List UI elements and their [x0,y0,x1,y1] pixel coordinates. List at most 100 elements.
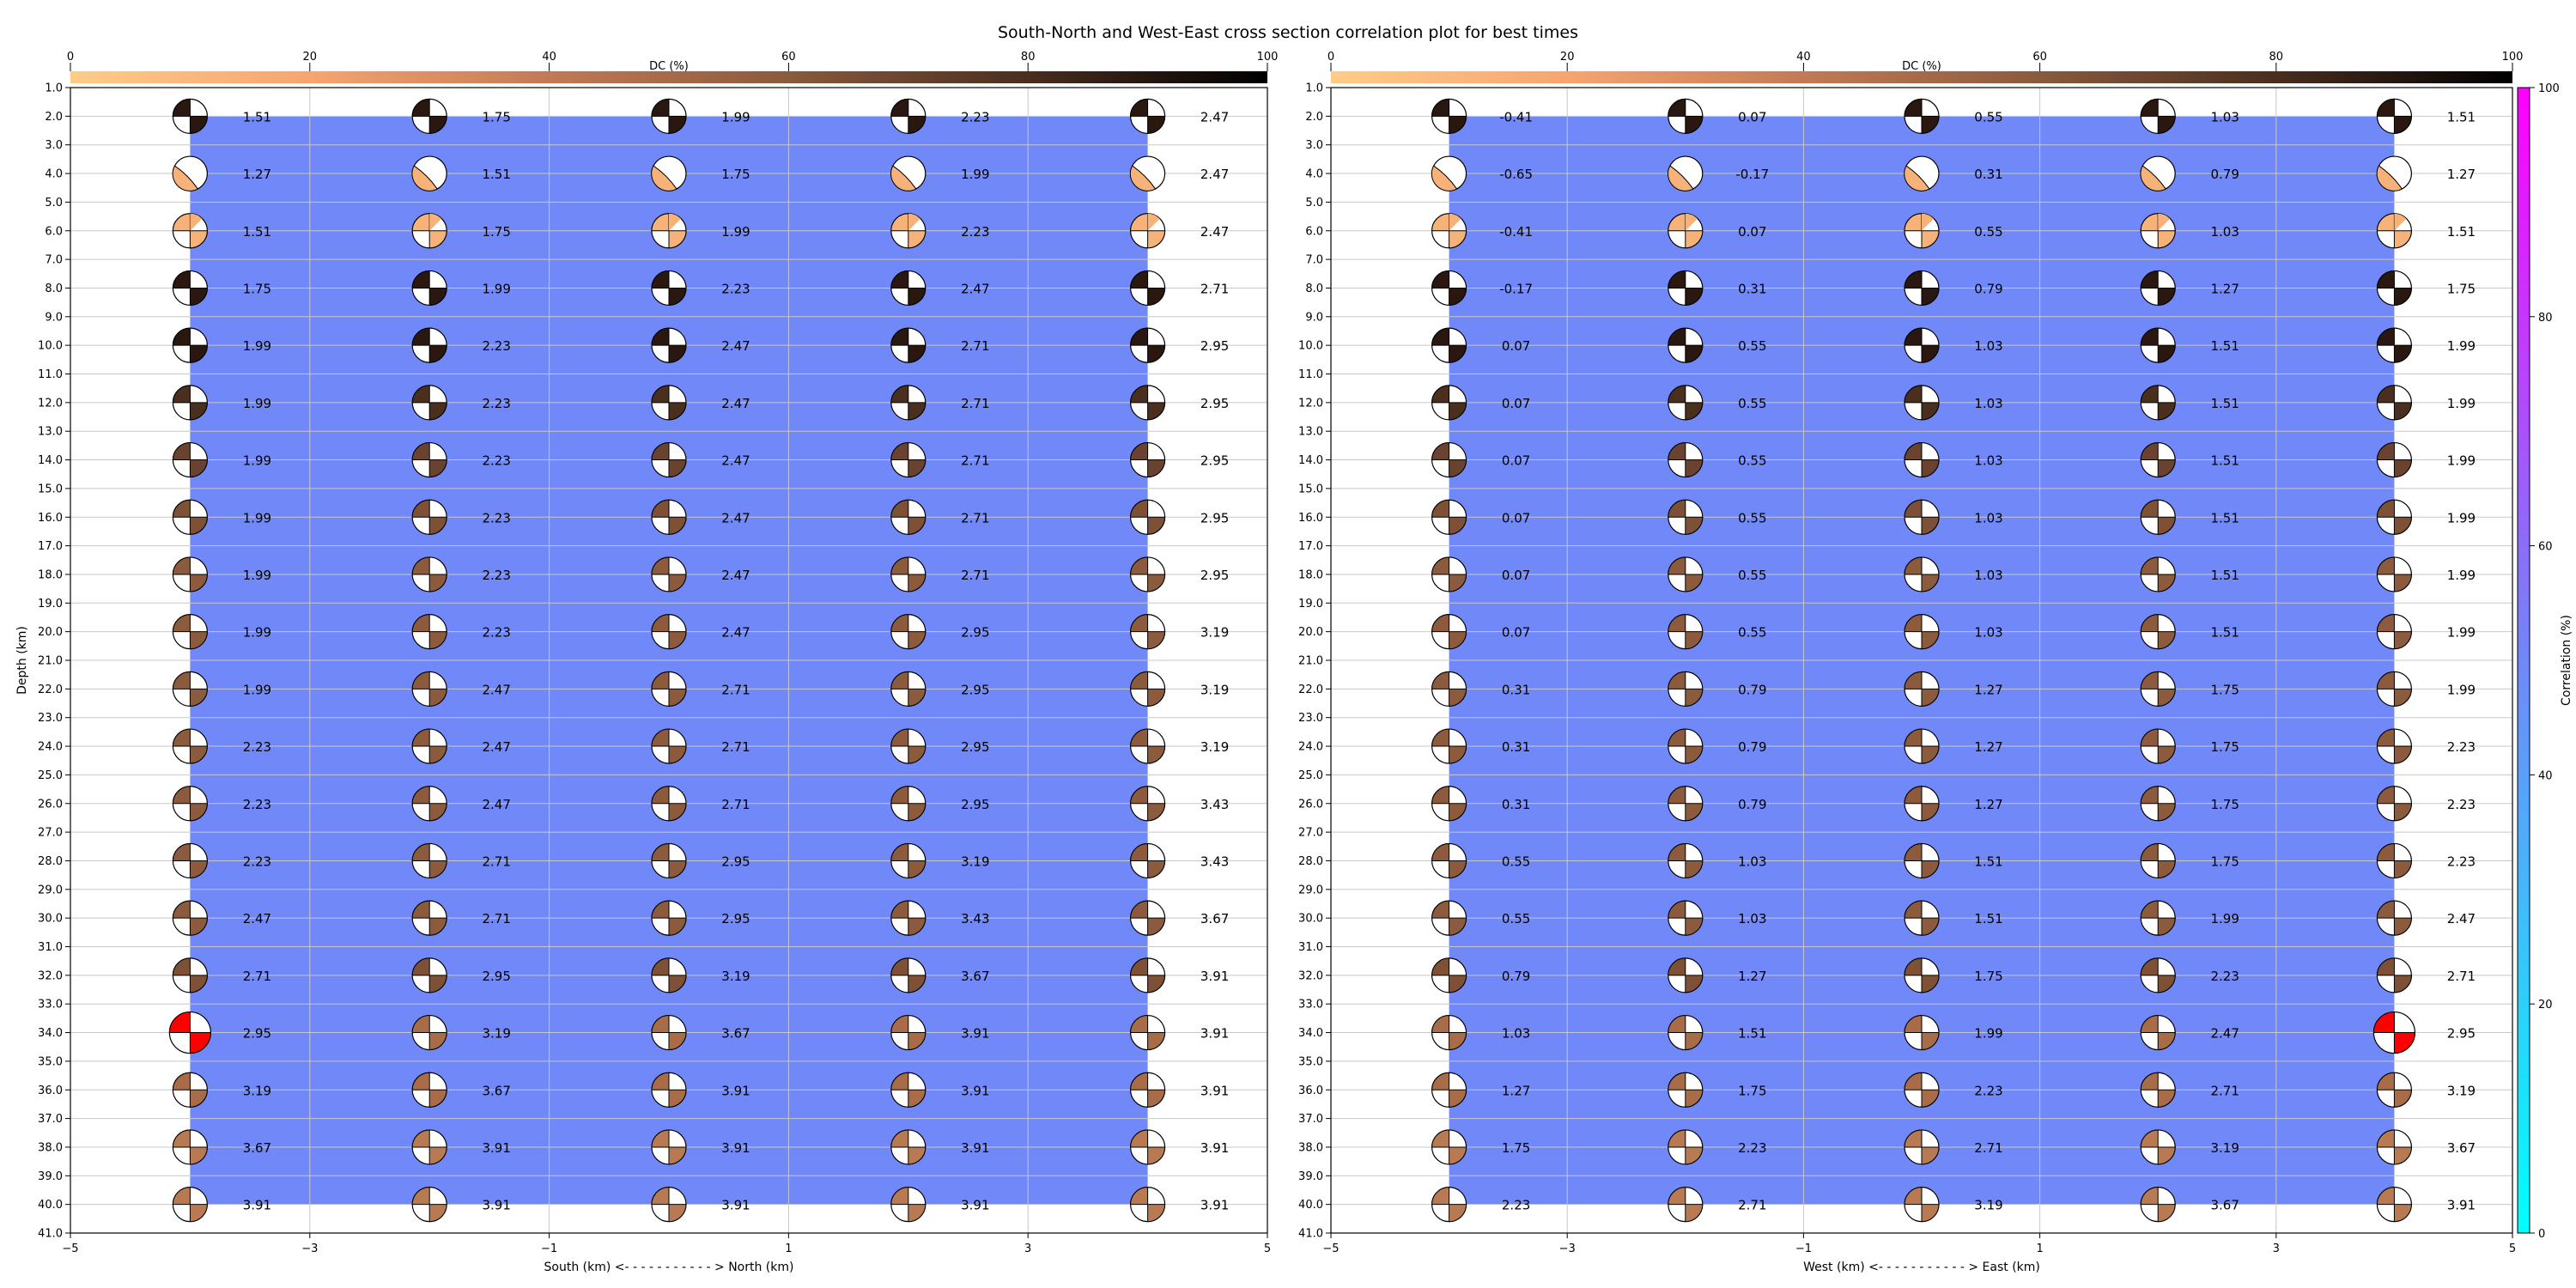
dc-colorbar-left: DC (%) 0 20 40 60 80 100 [67,51,1278,83]
beachball-sn-3-2-quadrant-2 [668,287,687,306]
beachball-sn-8-4-quadrant-1 [1130,556,1149,575]
ytick-label-we-1: 2.0 [1305,111,1323,124]
beachball-sn-5-0 [172,385,208,421]
value-label-we-14-1: 1.03 [1738,911,1766,927]
beachball-sn-10-0-quadrant-1 [172,671,191,690]
beachball-we-11-3-quadrant-2 [2157,745,2176,764]
beachball-we-1-0-quadrant-1 [1431,165,1458,191]
beachball-we-3-0 [1431,270,1467,307]
beachball-sn-6-0-quadrant-2 [189,459,208,478]
value-label-sn-18-4: 3.91 [1200,1140,1229,1156]
ytick-label-we-36: 37.0 [1298,1113,1323,1126]
value-label-we-1-0: -0.65 [1499,167,1533,182]
value-label-we-11-0: 0.31 [1502,739,1530,755]
beachball-sn-0-3-quadrant-2 [908,115,927,134]
value-label-sn-16-2: 3.67 [721,1026,750,1042]
beachball-we-8-4 [2376,556,2412,592]
value-label-sn-6-4: 2.95 [1200,453,1229,469]
beachball-we-1-2 [1904,155,1940,191]
dc-tick-label-right-2: 40 [1796,51,1811,64]
beachball-we-2-2-quadrant-3 [1922,213,1934,231]
beachball-we-13-2-quadrant-1 [1904,842,1923,861]
beachball-sn-7-1-quadrant-2 [428,516,447,535]
value-label-sn-6-3: 2.71 [961,453,989,469]
panel-west-east: −5 −3 −1 1 3 5 1.0 2.0 3.0 4.0 5.0 6.0 7.0 8.0 9.0 10.0… [1298,82,2516,1275]
ytick-label-sn-33: 34.0 [38,1027,63,1040]
value-label-sn-17-3: 3.91 [961,1083,989,1098]
value-label-sn-12-1: 2.47 [482,797,510,812]
dc-tick-label-left-1: 20 [303,51,318,64]
beachball-we-4-4-quadrant-1 [2376,327,2395,346]
beachball-sn-0-2-quadrant-2 [668,115,687,134]
beachball-we-18-2-quadrant-2 [1921,1146,1940,1165]
value-label-sn-15-2: 3.19 [721,969,750,984]
beachball-sn-2-0-quadrant-1 [172,213,191,232]
beachball-we-10-1-quadrant-1 [1668,671,1686,690]
beachball-sn-7-0-quadrant-1 [172,499,191,518]
beachball-we-17-4-quadrant-2 [2393,1089,2412,1108]
beachball-sn-3-1 [411,270,447,307]
beachball-sn-3-2-quadrant-1 [651,270,670,289]
value-label-sn-7-3: 2.71 [961,510,989,526]
ytick-label-sn-22: 23.0 [38,712,63,725]
beachball-we-2-1-quadrant-2 [1685,230,1704,249]
beachball-sn-17-2-quadrant-2 [668,1089,687,1108]
beachball-sn-2-1-quadrant-3 [429,213,442,231]
ytick-label-we-16: 17.0 [1298,540,1323,553]
gridlines-sn [70,87,1268,1234]
ytick-label-sn-15: 16.0 [38,512,63,525]
beachball-we-14-2 [1904,900,1940,936]
beachball-we-9-3-quadrant-1 [2140,614,2159,633]
beachball-sn-5-0-quadrant-2 [189,402,208,421]
beachball-sn-8-2 [651,556,687,592]
ytick-label-sn-12: 13.0 [38,426,63,439]
beachball-we-2-4-quadrant-1 [2376,213,2395,232]
beachball-we-19-2 [1904,1187,1940,1223]
beachball-we-15-0 [1431,957,1467,993]
beachball-sn-3-2 [651,270,687,307]
beachball-we-19-2-quadrant-2 [1921,1204,1940,1223]
beachball-we-10-3-quadrant-2 [2157,688,2176,707]
beachball-sn-6-2-quadrant-2 [668,459,687,478]
value-label-we-19-1: 2.71 [1738,1198,1766,1213]
beachball-sn-6-1-quadrant-1 [411,442,430,461]
beachball-sn-3-0-quadrant-2 [189,287,208,306]
beachball-we-18-0 [1431,1129,1467,1165]
value-label-sn-4-4: 2.95 [1200,338,1229,354]
beachball-we-15-1 [1668,957,1704,993]
value-label-sn-13-4: 3.43 [1200,854,1229,869]
ytick-label-sn-5: 6.0 [45,225,63,238]
beachball-we-5-0 [1431,385,1467,421]
beachball-sn-8-0-quadrant-2 [189,574,208,592]
beachball-sn-13-4-quadrant-1 [1130,842,1149,861]
value-label-sn-2-3: 2.23 [961,224,989,240]
beachball-we-14-2-quadrant-1 [1904,900,1923,919]
beachball-we-14-1-quadrant-2 [1685,917,1704,936]
beachball-we-4-0-quadrant-1 [1431,327,1450,346]
value-label-sn-7-1: 2.23 [482,510,510,526]
beachball-sn-12-0-quadrant-2 [189,803,208,822]
ytick-label-sn-2: 3.0 [45,139,63,152]
beachball-sn-18-3 [890,1129,927,1165]
beachball-sn-9-3-quadrant-1 [890,614,909,633]
value-label-we-15-2: 1.75 [1974,969,2002,984]
beachball-we-19-3-quadrant-1 [2140,1187,2159,1206]
beachball-we-16-1-quadrant-2 [1685,1032,1704,1051]
beachball-sn-6-1 [411,441,447,478]
value-label-we-17-3: 2.71 [2210,1083,2239,1098]
value-label-we-6-3: 1.51 [2210,453,2239,469]
beachball-sn-18-2 [651,1129,687,1165]
value-label-sn-2-0: 1.51 [243,224,271,240]
beachball-we-12-4-quadrant-1 [2376,786,2395,805]
beachball-we-10-0-quadrant-1 [1431,671,1450,690]
value-label-sn-3-3: 2.47 [961,281,989,296]
value-label-sn-6-0: 1.99 [243,453,271,469]
beachball-we-18-1-quadrant-1 [1668,1129,1686,1148]
beachball-sn-11-1 [411,728,447,764]
beachball-sn-11-4-quadrant-2 [1147,745,1166,764]
beachball-sn-5-4-quadrant-1 [1130,385,1149,404]
value-label-sn-16-4: 3.91 [1200,1026,1229,1042]
value-label-we-2-2: 0.55 [1974,224,2002,240]
beachball-sn-4-4-quadrant-2 [1147,344,1166,363]
figure-title: South-North and West-East cross section … [998,23,1578,42]
